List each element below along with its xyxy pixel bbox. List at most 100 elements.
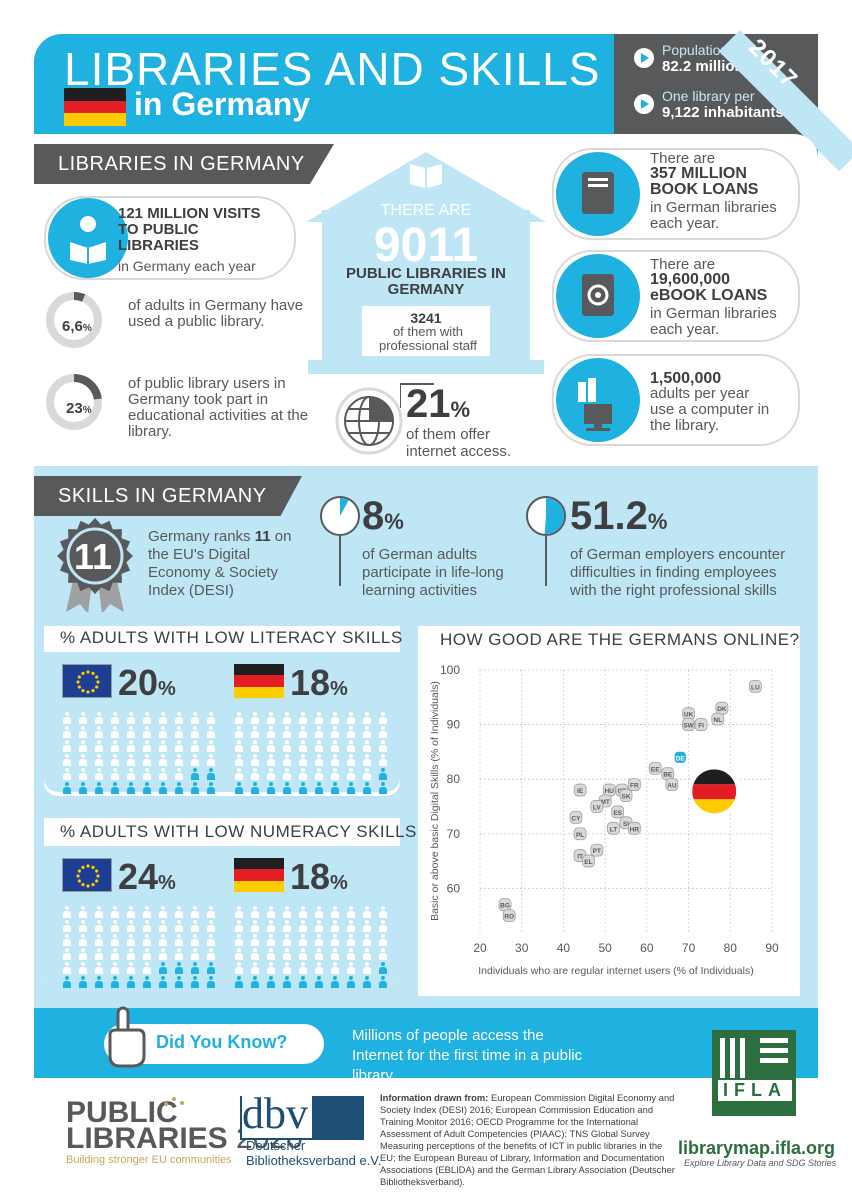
person-icon (378, 962, 388, 974)
person-icon (234, 782, 244, 794)
librarymap-url[interactable]: librarymap.ifla.org (678, 1138, 836, 1158)
person-icon (62, 726, 72, 738)
person-icon (110, 782, 120, 794)
svg-text:RO: RO (504, 914, 514, 921)
person-icon (330, 920, 340, 932)
person-icon (190, 920, 200, 932)
person-icon (126, 934, 136, 946)
svg-text:DE: DE (676, 755, 686, 762)
person-icon (378, 726, 388, 738)
person-icon (234, 726, 244, 738)
person-icon (282, 754, 292, 766)
person-icon (266, 712, 276, 724)
person-icon (362, 948, 372, 960)
person-icon (78, 712, 88, 724)
person-icon (378, 712, 388, 724)
lifelong-pie (318, 496, 362, 586)
ebook-loans-text: in German libraries each year. (650, 305, 777, 338)
connector-line (399, 380, 460, 410)
person-icon (282, 740, 292, 752)
point-uk: UK (682, 707, 695, 721)
person-icon (174, 740, 184, 752)
employers-pie (524, 496, 568, 586)
person-icon (142, 782, 152, 794)
online-chart-card (418, 626, 800, 996)
person-icon (174, 962, 184, 974)
person-icon (190, 782, 200, 794)
person-icon (78, 934, 88, 946)
person-icon (94, 726, 104, 738)
svg-text:MT: MT (600, 799, 609, 806)
person-icon (298, 962, 308, 974)
person-icon (282, 976, 292, 988)
person-icon (206, 712, 216, 724)
svg-text:PL: PL (576, 832, 584, 839)
person-icon (266, 920, 276, 932)
person-icon (142, 976, 152, 988)
svg-text:EL: EL (584, 859, 592, 866)
person-icon (110, 726, 120, 738)
person-icon (330, 782, 340, 794)
person-icon (362, 768, 372, 780)
person-icon (378, 754, 388, 766)
germany-flag-marker-icon (685, 762, 741, 818)
ifla-logo-text: IFLA (718, 1080, 792, 1101)
point-pt: PT (590, 843, 604, 857)
germany-flag-icon (64, 88, 126, 126)
dbv-name: Deutscher Bibliotheksverband e.V. (246, 1138, 382, 1168)
person-icon (330, 962, 340, 974)
svg-text:DK: DK (717, 706, 727, 713)
person-icon (234, 740, 244, 752)
person-icon (250, 906, 260, 918)
person-icon (330, 976, 340, 988)
person-icon (142, 712, 152, 724)
point-ie: IE (573, 783, 587, 797)
person-icon (206, 754, 216, 766)
sources-text: Information drawn from: European Commiss… (380, 1092, 675, 1187)
person-icon (346, 782, 356, 794)
person-icon (282, 768, 292, 780)
person-icon (94, 782, 104, 794)
person-icon (190, 754, 200, 766)
svg-text:UK: UK (684, 712, 694, 719)
scatter-chart: 20 30 40 50 60 70 80 90 60 70 80 90 100 Individuals w… (418, 656, 800, 988)
person-icon (110, 768, 120, 780)
person-icon (234, 976, 244, 988)
person-icon (234, 712, 244, 724)
internet-pct: 21% (406, 382, 471, 426)
person-icon (346, 934, 356, 946)
x-tick-label: 60 (640, 941, 654, 955)
person-icon (78, 754, 88, 766)
person-icon (362, 962, 372, 974)
point-ee: EE (648, 761, 662, 775)
person-icon (126, 726, 136, 738)
person-icon (346, 726, 356, 738)
person-icon (234, 962, 244, 974)
users-pct: 23% (66, 400, 92, 417)
person-icon (142, 948, 152, 960)
person-icon (78, 740, 88, 752)
computer-text: adults per year use a computer in the li… (650, 385, 770, 434)
person-icon (94, 934, 104, 946)
person-icon (250, 768, 260, 780)
person-icon (190, 976, 200, 988)
book-loans-text: in German libraries each year. (650, 199, 777, 232)
person-icon (174, 906, 184, 918)
reading-person-icon (48, 198, 128, 278)
person-icon (174, 712, 184, 724)
person-icon (346, 976, 356, 988)
population-label: Population: (662, 42, 733, 58)
person-icon (250, 976, 260, 988)
person-icon (346, 740, 356, 752)
numeracy-title: % ADULTS WITH LOW NUMERACY SKILLS (60, 822, 417, 841)
person-icon (126, 962, 136, 974)
person-icon (62, 962, 72, 974)
svg-text:FI: FI (698, 723, 704, 730)
person-icon (174, 754, 184, 766)
person-icon (298, 768, 308, 780)
person-icon (282, 962, 292, 974)
person-icon (62, 712, 72, 724)
person-icon (362, 782, 372, 794)
person-icon (234, 768, 244, 780)
person-icon (78, 920, 88, 932)
